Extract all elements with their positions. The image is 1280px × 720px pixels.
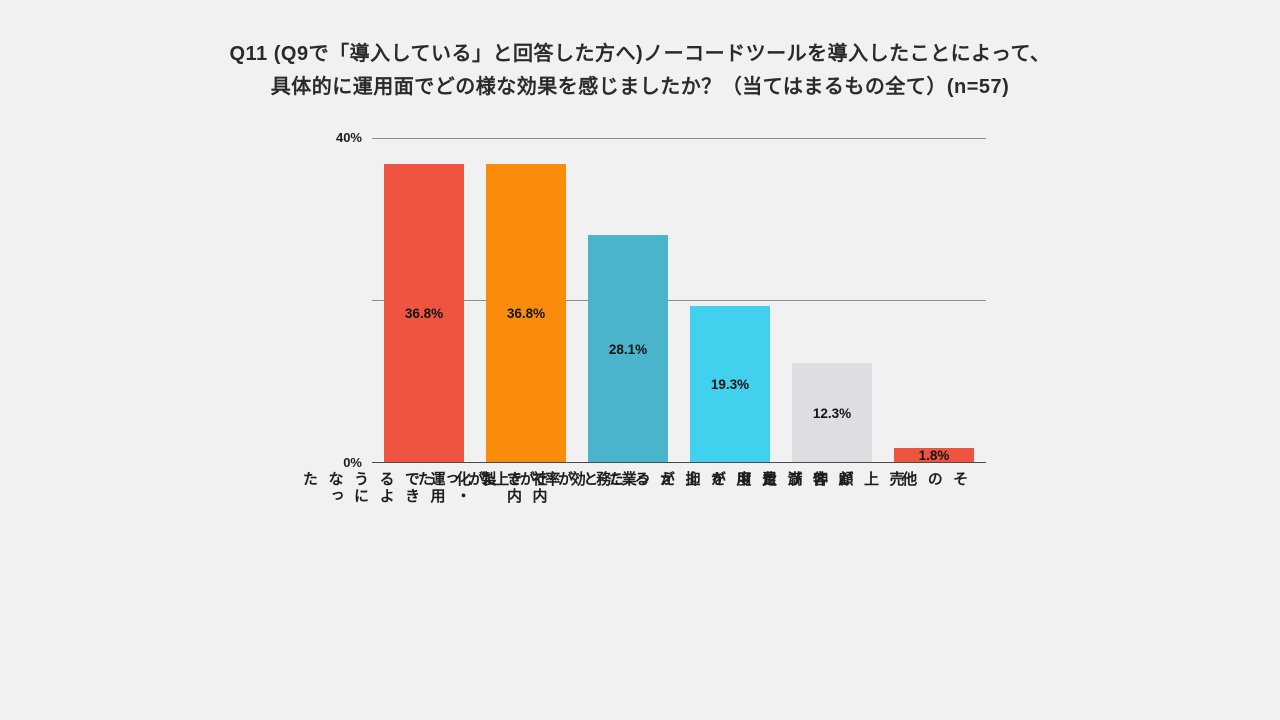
chart-title: Q11 (Q9で「導入している」と回答した方へ)ノーコードツールを導入したことに… [0, 38, 1280, 104]
category-label: 業務効率が上がった [415, 471, 637, 488]
bar-value-label: 1.8% [918, 448, 950, 463]
category-label: 顧客満足度が上がった [607, 471, 854, 488]
bar-value-label: 36.8% [506, 306, 546, 321]
category-label: 費用を抑えることができた [479, 471, 778, 488]
x-axis-baseline [372, 462, 986, 463]
bar-0: 36.8% [384, 164, 464, 463]
chart-title-line2: 具体的に運用面でどの様な効果を感じましたか？（当てはまるもの全て）(n=57) [270, 76, 1010, 98]
plot-area: 40% 0% 36.8% 社内で内製化・運用 できるようになった 36.8% 業務効率… [301, 130, 986, 505]
gridline-40pct [372, 138, 986, 139]
bar-3: 19.3% [690, 306, 770, 463]
bar-value-label: 19.3% [710, 377, 750, 392]
bar-value-label: 36.8% [404, 306, 444, 321]
bar-4: 12.3% [792, 363, 872, 463]
bar-1: 36.8% [486, 164, 566, 463]
gridline-20pct [372, 300, 986, 301]
category-label: 売上が伸びた [760, 471, 905, 488]
bar-5: 1.8% [894, 448, 974, 463]
category-label: その他 [900, 471, 969, 488]
bar-value-label: 12.3% [812, 405, 852, 421]
y-tick-0pct: 0% [343, 455, 362, 470]
category-label: 社内で内製化・運用 できるようになった [301, 471, 548, 505]
chart-title-line1: Q11 (Q9で「導入している」と回答した方へ)ノーコードツールを導入したことに… [229, 43, 1051, 65]
y-tick-40pct: 40% [335, 130, 362, 145]
bar-2: 28.1% [588, 235, 668, 463]
bar-value-label: 28.1% [608, 341, 648, 357]
